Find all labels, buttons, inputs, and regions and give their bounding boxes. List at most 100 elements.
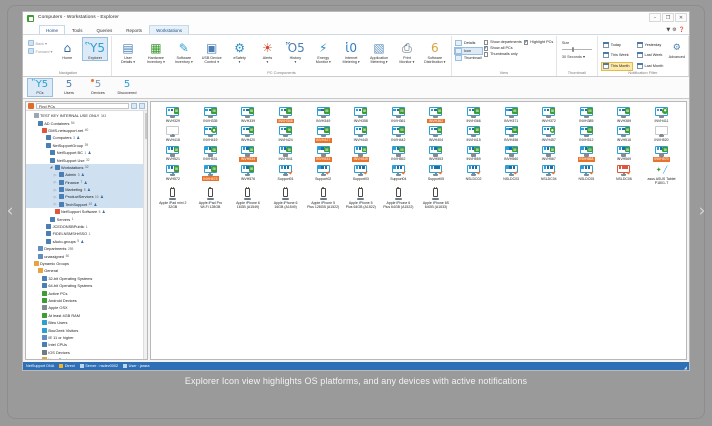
qat-icon-1[interactable]: ⚙ [672,27,676,33]
tree-node-computers[interactable]: Computers 3 ♟ [26,134,147,141]
tree-node-general[interactable]: General [26,267,147,274]
checkbox[interactable] [484,46,489,51]
ribbon-button-home[interactable]: ⌂ Home [54,37,80,61]
resize-grip-icon[interactable]: ◢ [684,365,687,370]
grid-item[interactable]: Apple iPhone 5 Plus 128GB (A1522) [304,186,342,209]
tree-node-finance[interactable]: ▷ Finance 7 ♟ [26,179,147,186]
grid-item[interactable]: INVH415 [455,124,493,142]
filter-this-week[interactable]: This Week [601,51,633,60]
grid-item[interactable]: INVH457 [530,124,568,142]
grid-item[interactable]: Support04 [380,163,418,185]
grid-item[interactable]: Apple iPhone 6 16GB (A1549) [267,186,305,209]
ribbon-button-explorer[interactable]: Ὓ5 Explorer [82,37,108,61]
ribbon-button-hardware[interactable]: ▦ Hardware Inventory ▾ [143,37,169,65]
tree-node-linux-devices[interactable]: Linux Devices [26,356,147,359]
tree-scrollbar-thumb[interactable] [145,113,148,139]
tree-node-bleu-users[interactable]: Bleu Users [26,319,147,326]
grid-item[interactable]: INVH329 [154,105,192,123]
ribbon-tab-workstations[interactable]: Workstations [149,25,189,34]
tree-node-at-least-4gb-ram[interactable]: At least 4GB RAM [26,312,147,319]
thumbnail-size-slider[interactable] [562,47,592,52]
grid-item[interactable]: INVH362 [417,105,455,123]
grid-item[interactable]: INVH418 [154,124,192,142]
grid-item[interactable]: INVH521 [154,144,192,162]
grid-item[interactable]: INVH361 [380,105,418,123]
tree-node-servers[interactable]: Servers 1 [26,215,147,222]
tree-node-sauto-groups[interactable]: sAuto-groups 5 ♟ [26,238,147,245]
nav-forward-button[interactable]: Forward ▾ [28,48,52,54]
grid-item[interactable]: NSLDC02 [455,163,493,185]
tree-node-fidelnsmshrsso[interactable]: FIDELNSMSHrSSO 1 [26,230,147,237]
checkbox[interactable] [484,52,489,57]
grid-item[interactable]: Support03 [342,163,380,185]
grid-item[interactable]: NSLDC03 [492,163,530,185]
grid-item[interactable]: INVH346 [267,105,305,123]
grid-item[interactable]: INVH569 [605,144,643,162]
grid-item[interactable]: INVH544 [304,144,342,162]
grid-item[interactable]: INVH427 [304,124,342,142]
filter-last-week[interactable]: Last Week [635,51,667,60]
tree-node-netsupport-software[interactable]: NetSupport Software 5 ♟ [26,208,147,215]
tree-expander-icon[interactable]: ▷ [53,188,57,192]
tree-node-productservices[interactable]: ▷ ProductServices 10 ♟ [26,193,147,200]
tree-expander-icon[interactable]: ▷ [53,202,57,206]
ribbon-button-usb-device[interactable]: ▣ USB Device Control ▾ [199,37,225,65]
qat-icon-2[interactable]: ❓ [679,27,685,33]
qat-icon-0[interactable]: ▼ [666,27,670,33]
grid-item[interactable]: INVH389 [605,105,643,123]
grid-item[interactable]: INVH567 [530,144,568,162]
grid-item[interactable]: INVH531 [192,144,230,162]
view-mode-icon[interactable]: Icon [455,48,482,54]
ribbon-button-software[interactable]: ὎6 Software Distribution ▾ [422,37,448,65]
tree-node-admin[interactable]: ▷ Admin 3 ♟ [26,171,147,178]
grid-item[interactable]: INVH512 [568,124,606,142]
tree-expander-icon[interactable]: ▷ [53,180,57,184]
tree-node-workstations[interactable]: ◢ Workstations 32 [26,164,147,171]
grid-item[interactable]: INVH552 [380,144,418,162]
grid-item[interactable]: INVH516 [605,124,643,142]
tree-node-ie-11-or-higher[interactable]: IE 11 or higher [26,334,147,341]
ribbon-tab-tools[interactable]: Tools [65,25,90,34]
grid-item[interactable]: INVH404 [417,124,455,142]
tree-node-netsupportgroup[interactable]: NetSupportGroup 39 [26,142,147,149]
slider-knob[interactable] [572,47,575,52]
grid-item[interactable]: INVH358 [342,105,380,123]
ribbon-tab-home[interactable]: Home [39,25,65,34]
grid-item[interactable]: INVH442 [380,124,418,142]
filter-yesterday[interactable]: Yesterday [635,40,667,49]
grid-item[interactable]: INVH541 [267,144,305,162]
view-option-highlight-pcs[interactable]: Highlight PCs [524,40,554,45]
ribbon-tab-queries[interactable]: Queries [90,25,120,34]
grid-item[interactable]: INVH335 [192,105,230,123]
grid-item[interactable]: INVH570 [643,144,681,162]
tree-node-ad-containers[interactable]: AD Containers 54 [26,119,147,126]
tree-node-dynamic-groups[interactable]: Dynamic Groups [26,260,147,267]
refresh-interval-dropdown[interactable]: 30 Seconds ▾ [562,54,592,59]
nav-back-button[interactable]: Back ▾ [28,40,52,46]
ribbon-button-esafety[interactable]: ⚙ eSafety ▾ [227,37,253,65]
grid-item[interactable]: INVH572 [154,163,192,185]
tree-node-jcedonsbpublic[interactable]: JCEDONSBPublic 1 [26,223,147,230]
tree-node-departments[interactable]: Departments 259 [26,245,147,252]
tree-node-active-pcs[interactable]: Active PCs [26,289,147,296]
tree-node-test-key-internal-use-only[interactable]: TEST KEY INTERNAL USE ONLY 343 [26,112,147,119]
tree-node-ios-devices[interactable]: iOS Devices [26,349,147,356]
ribbon-button-software[interactable]: ✎ Software Inventory ▾ [171,37,197,65]
toolbar-button-devices[interactable]: ὚5 Devices [85,78,111,97]
grid-item[interactable]: INVH419 [192,124,230,142]
filter-today[interactable]: Today [601,40,633,49]
grid-item[interactable]: INVH385 [568,105,606,123]
checkbox[interactable] [484,40,489,45]
tree-node-apple-osx[interactable]: Apple OSX [26,304,147,311]
tree-node-techsupport[interactable]: ▷ TechSupport 10 ♟ [26,201,147,208]
grid-item[interactable]: INVH560 [492,144,530,162]
tree-node-marketing[interactable]: ▷ Marketing 5 ♟ [26,186,147,193]
grid-item[interactable]: Apple iPhone 6 16GB (A1549) [229,186,267,209]
grid-item[interactable]: NSLDC04 [530,163,568,185]
ribbon-button-print[interactable]: ⎙ Print Monitor ▾ [394,37,420,65]
grid-item[interactable]: Support01 [267,163,305,185]
ribbon-button-application[interactable]: ▧ Application Metering ▾ [366,37,392,65]
minimize-button[interactable]: – [649,13,661,22]
search-filter-icon[interactable] [131,103,137,109]
grid-item[interactable]: INVH573 [192,163,230,185]
